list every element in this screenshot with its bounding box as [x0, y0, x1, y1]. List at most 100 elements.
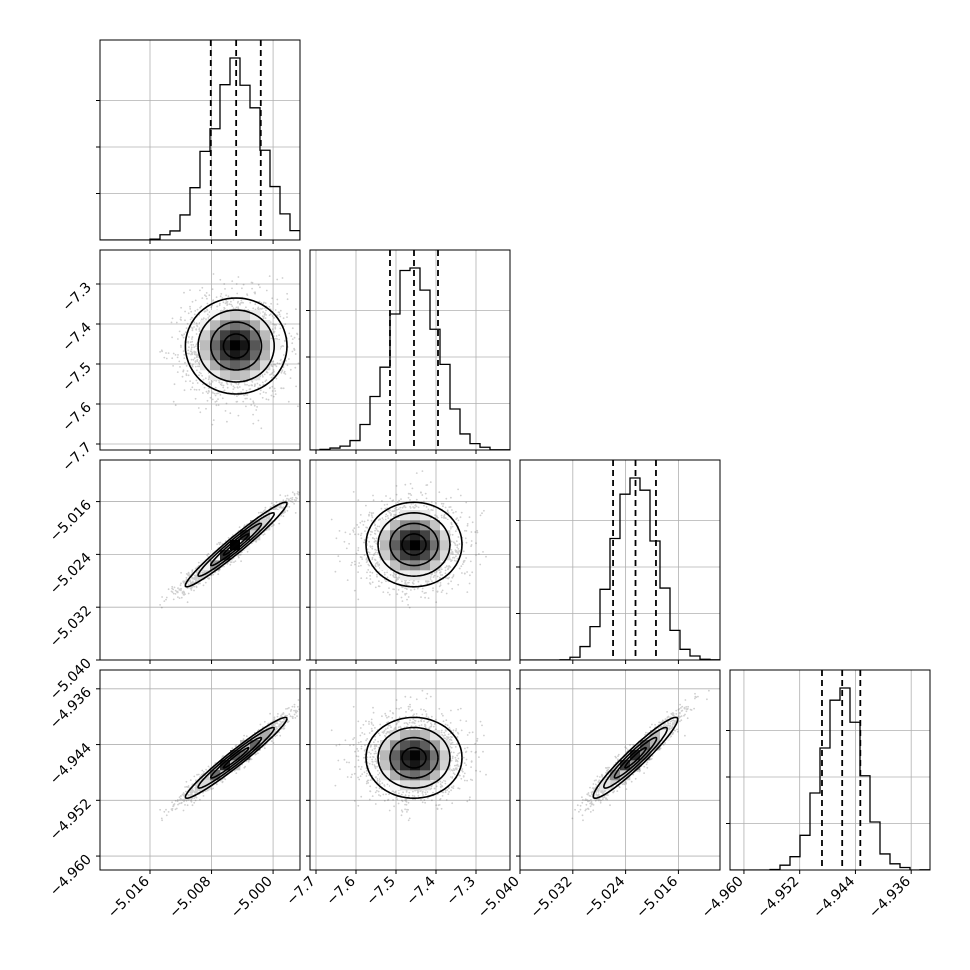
scatter-point	[470, 545, 472, 548]
scatter-point	[206, 308, 209, 311]
scatter-point	[284, 340, 286, 343]
scatter-point	[195, 328, 198, 331]
scatter-point	[265, 398, 268, 401]
scatter-point	[373, 552, 376, 555]
scatter-point	[368, 514, 370, 517]
scatter-point	[197, 407, 200, 409]
scatter-point	[198, 330, 201, 333]
scatter-point	[209, 383, 211, 386]
scatter-point	[225, 402, 228, 405]
scatter-point	[198, 365, 200, 368]
scatter-point	[280, 387, 283, 390]
scatter-point	[191, 577, 194, 580]
scatter-point	[306, 485, 308, 487]
scatter-point	[343, 540, 346, 543]
scatter-point	[262, 534, 265, 536]
scatter-point	[231, 305, 234, 308]
scatter-point	[206, 297, 208, 300]
scatter-point	[182, 581, 185, 584]
scatter-point	[193, 585, 196, 588]
scatter-point	[291, 342, 294, 345]
scatter-point	[253, 385, 256, 388]
scatter-point	[386, 503, 389, 506]
scatter-point	[286, 494, 289, 497]
scatter-point	[287, 400, 290, 403]
panel-content	[100, 250, 300, 450]
scatter-point	[286, 364, 289, 367]
scatter-point	[257, 283, 260, 286]
scatter-point	[177, 596, 179, 598]
scatter-point	[191, 571, 194, 573]
scatter-point	[208, 577, 211, 579]
scatter-point	[432, 587, 434, 589]
scatter-point	[293, 347, 295, 350]
scatter-point	[305, 489, 307, 491]
scatter-point	[185, 374, 188, 377]
scatter-point	[184, 380, 187, 383]
scatter-point	[172, 588, 175, 591]
scatter-point	[208, 578, 210, 580]
scatter-point	[211, 391, 214, 394]
density-block	[210, 340, 221, 351]
scatter-point	[255, 409, 258, 411]
scatter-point	[456, 551, 458, 554]
scatter-panel-p1-p2	[309, 459, 511, 661]
scatter-point	[187, 349, 190, 352]
density-block	[240, 330, 251, 341]
scatter-point	[288, 358, 290, 360]
panel-frame	[99, 39, 301, 241]
scatter-point	[199, 411, 202, 414]
scatter-point	[191, 338, 193, 340]
scatter-point	[289, 368, 292, 371]
scatter-point	[180, 596, 183, 599]
scatter-point	[350, 564, 353, 566]
scatter-point	[380, 507, 383, 510]
scatter-point	[203, 570, 206, 572]
scatter-point	[267, 516, 270, 518]
scatter-point	[262, 311, 264, 313]
density-block	[230, 350, 241, 361]
scatter-point	[197, 561, 200, 564]
scatter-point	[183, 593, 186, 596]
scatter-point	[395, 573, 397, 576]
scatter-point	[175, 591, 178, 593]
scatter-point	[401, 580, 403, 583]
scatter-point	[259, 511, 262, 514]
scatter-point	[392, 571, 395, 574]
scatter-point	[195, 356, 198, 359]
scatter-point	[205, 292, 208, 294]
histogram-panel-p1	[309, 249, 511, 451]
scatter-point	[212, 419, 215, 421]
scatter-point	[265, 289, 268, 292]
scatter-point	[192, 580, 194, 583]
scatter-point	[202, 392, 204, 394]
scatter-point	[193, 576, 196, 579]
scatter-point	[167, 588, 170, 591]
scatter-point	[272, 395, 275, 398]
scatter-point	[291, 338, 294, 340]
scatter-point	[182, 580, 185, 583]
scatter-point	[440, 591, 443, 593]
scatter-point	[207, 389, 210, 392]
scatter-point	[297, 491, 299, 493]
scatter-point	[224, 302, 227, 305]
scatter-point	[160, 349, 163, 352]
scatter-point	[279, 327, 282, 330]
scatter-point	[261, 396, 264, 399]
scatter-point	[178, 330, 181, 333]
scatter-point	[202, 317, 205, 320]
scatter-point	[206, 570, 209, 573]
scatter-point	[265, 518, 268, 521]
scatter-point	[199, 306, 202, 309]
scatter-point	[173, 383, 176, 386]
scatter-point	[294, 512, 297, 514]
scatter-point	[217, 573, 220, 576]
density-block	[220, 310, 231, 321]
scatter-point	[280, 506, 282, 509]
scatter-point	[374, 540, 377, 543]
scatter-point	[408, 581, 410, 584]
scatter-point	[398, 499, 400, 502]
scatter-point	[195, 379, 198, 382]
scatter-point	[194, 578, 197, 581]
